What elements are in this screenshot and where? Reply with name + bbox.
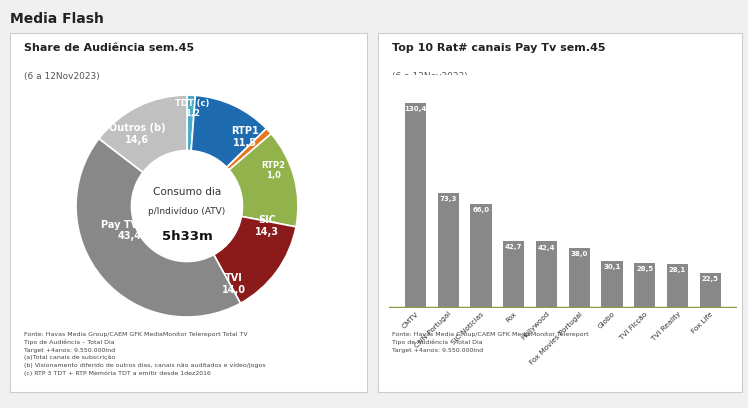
Bar	[634, 263, 655, 308]
Text: 5h33m: 5h33m	[162, 230, 212, 242]
Text: Fonte: Havas Media Group/CAEM GFK MediaMonitor Telereport Total TV
Tipo de Audiê: Fonte: Havas Media Group/CAEM GFK MediaM…	[24, 333, 266, 376]
Text: 22,5: 22,5	[702, 276, 719, 282]
Text: 38,0: 38,0	[571, 251, 588, 257]
Wedge shape	[187, 95, 195, 151]
Text: 42,7: 42,7	[505, 244, 522, 250]
Bar	[568, 248, 590, 308]
Text: (6 a 12Nov2023): (6 a 12Nov2023)	[24, 72, 99, 81]
Wedge shape	[99, 95, 187, 172]
Wedge shape	[76, 139, 240, 317]
Text: 66,0: 66,0	[473, 208, 489, 213]
Text: 30,1: 30,1	[604, 264, 621, 270]
Bar	[405, 103, 426, 308]
Text: RTP1
11,5: RTP1 11,5	[231, 126, 259, 148]
Bar	[470, 204, 491, 308]
Wedge shape	[214, 216, 296, 303]
Text: Media Flash: Media Flash	[10, 12, 104, 26]
Wedge shape	[229, 134, 298, 227]
Text: 28,5: 28,5	[637, 266, 653, 273]
Text: TDT (c)
1,2: TDT (c) 1,2	[175, 99, 209, 118]
Text: Consumo dia: Consumo dia	[153, 186, 221, 197]
Bar	[667, 264, 688, 308]
Bar	[438, 193, 459, 308]
Text: TVI
14,0: TVI 14,0	[221, 273, 245, 295]
Text: Top 10 Rat# canais Pay Tv sem.45: Top 10 Rat# canais Pay Tv sem.45	[392, 43, 606, 53]
Text: Outros (b)
14,6: Outros (b) 14,6	[108, 123, 165, 145]
Text: 28,1: 28,1	[669, 267, 686, 273]
Bar	[699, 273, 721, 308]
Text: Pay TV (a)
43,4: Pay TV (a) 43,4	[101, 220, 157, 241]
Bar	[601, 261, 622, 308]
Text: SIC
14,3: SIC 14,3	[255, 215, 279, 237]
Text: 130,4: 130,4	[404, 106, 426, 112]
Text: Fonte: Havas Media Group/CAEM GFK MediaMonitor Telereport
Tipo de Audiência – To: Fonte: Havas Media Group/CAEM GFK MediaM…	[392, 333, 589, 353]
Text: Share de Audiência sem.45: Share de Audiência sem.45	[24, 43, 194, 53]
Text: (6 a 12Nov2023): (6 a 12Nov2023)	[392, 72, 468, 81]
Bar	[536, 242, 557, 308]
Text: p/Indivíduo (ATV): p/Indivíduo (ATV)	[148, 207, 226, 216]
Text: RTP2
1,0: RTP2 1,0	[262, 161, 286, 180]
Wedge shape	[191, 95, 266, 167]
Bar	[503, 241, 524, 308]
Wedge shape	[227, 129, 272, 170]
Text: 73,3: 73,3	[440, 196, 457, 202]
Text: 42,4: 42,4	[538, 244, 555, 251]
